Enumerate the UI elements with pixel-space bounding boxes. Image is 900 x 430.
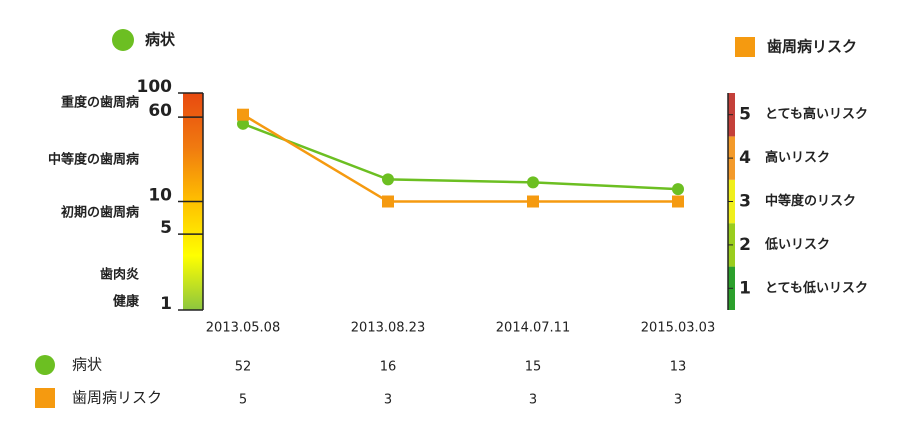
table-value: 15 (525, 360, 542, 375)
data-point (672, 195, 684, 208)
y2-tick-label: 4 (739, 148, 751, 168)
data-point (382, 195, 394, 208)
table-marker (35, 388, 55, 408)
y-tick-label: 60 (148, 101, 172, 121)
table-value: 3 (529, 393, 537, 408)
y-tick-label: 10 (148, 186, 172, 206)
y-tick-label: 5 (160, 218, 172, 238)
table-value: 52 (235, 360, 252, 375)
data-point (237, 108, 249, 121)
x-tick-label: 2015.03.03 (641, 321, 715, 336)
data-point (527, 195, 539, 208)
table-value: 16 (380, 360, 397, 375)
y2-annotation: 中等度のリスク (765, 193, 856, 209)
y-tick-label: 100 (137, 77, 173, 97)
y-tick-label: 1 (160, 294, 172, 314)
table-value: 3 (674, 393, 682, 408)
legend-label: 病状 (145, 31, 176, 49)
y2-annotation: 高いリスク (765, 150, 830, 166)
table-value: 3 (384, 393, 392, 408)
x-tick-label: 2013.08.23 (351, 321, 425, 336)
y2-annotation: 低いリスク (764, 236, 830, 252)
table-marker (35, 355, 55, 375)
y2-tick-label: 5 (739, 105, 751, 125)
y2-tick-label: 2 (739, 235, 751, 255)
x-tick-label: 2014.07.11 (496, 321, 570, 336)
data-point (237, 117, 249, 130)
series-line (242, 122, 679, 191)
y2-tick-label: 1 (739, 278, 751, 298)
y2-annotation: とても高いリスク (765, 106, 868, 122)
y2-annotation: とても低いリスク (765, 280, 868, 296)
y2-tick-label: 3 (739, 192, 751, 212)
table-series-name: 歯周病リスク (72, 389, 162, 407)
legend-marker (735, 37, 755, 57)
y-annotation: 初期の歯周病 (61, 205, 139, 221)
data-point (527, 176, 539, 189)
x-tick-label: 2013.05.08 (206, 321, 280, 336)
data-point (672, 183, 684, 196)
legend-label: 歯周病リスク (767, 38, 857, 56)
y-annotation: 歯肉炎 (100, 267, 139, 283)
table-value: 5 (239, 393, 247, 408)
table-value: 13 (670, 360, 687, 375)
y-annotation: 重度の歯周病 (61, 95, 139, 111)
y-annotation: 中等度の歯周病 (48, 152, 139, 168)
series-line (242, 113, 678, 203)
table-series-name: 病状 (72, 356, 102, 374)
data-point (382, 173, 394, 186)
y-annotation: 健康 (113, 294, 140, 310)
legend-marker (112, 29, 134, 51)
